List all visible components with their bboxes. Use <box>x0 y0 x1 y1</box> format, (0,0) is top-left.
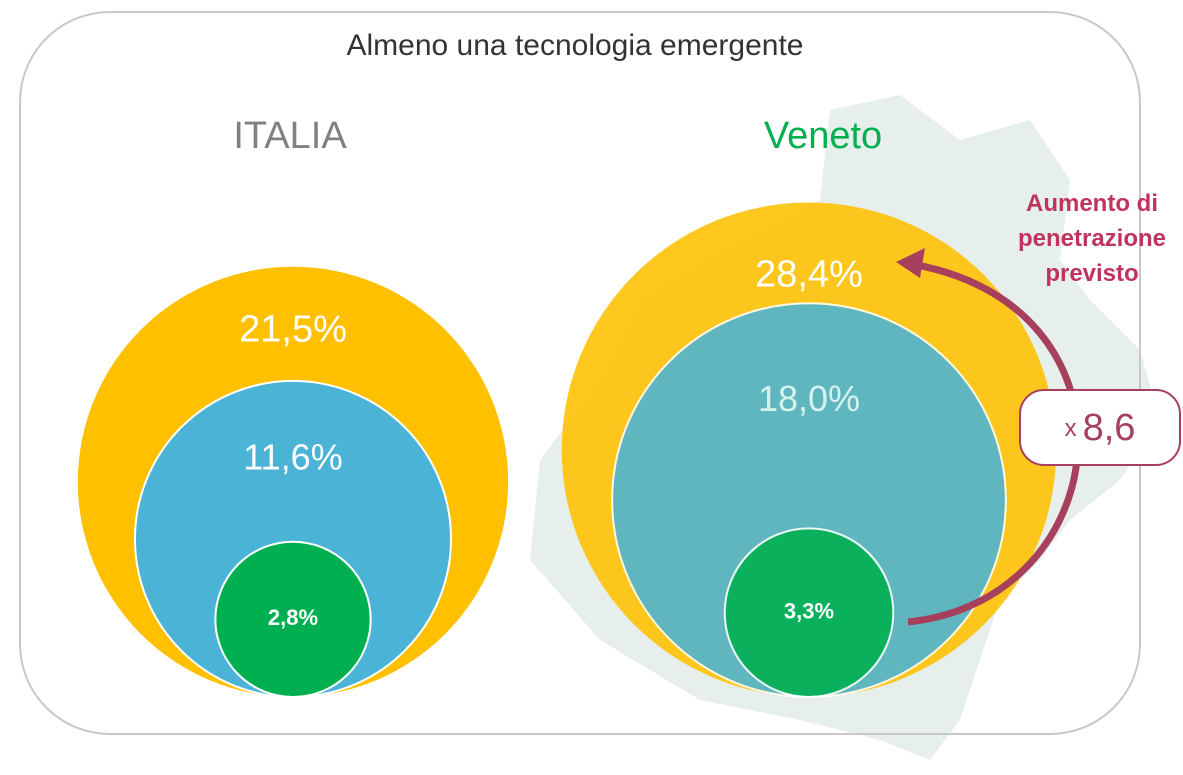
group-title: Veneto <box>764 115 882 157</box>
ratio-label: x 8,6 <box>1065 407 1136 449</box>
value-label: 21,5% <box>239 308 347 350</box>
value-label: 3,3% <box>784 599 834 624</box>
annotation: Aumento di penetrazione previsto <box>1018 190 1166 287</box>
value-label: 18,0% <box>758 378 860 419</box>
ratio-value: 8,6 <box>1083 407 1136 449</box>
circle <box>214 540 372 699</box>
ratio-box <box>1019 389 1181 466</box>
arrow-head <box>896 248 925 278</box>
circle <box>723 527 895 698</box>
chart-title: Almeno una tecnologia emergente <box>347 29 804 62</box>
value-label: 2,8% <box>268 605 318 630</box>
ratio-prefix: x <box>1065 415 1077 442</box>
group-title: ITALIA <box>233 115 347 157</box>
value-label: 11,6% <box>243 436 342 477</box>
frame <box>19 11 1141 735</box>
value-label: 28,4% <box>755 254 863 296</box>
